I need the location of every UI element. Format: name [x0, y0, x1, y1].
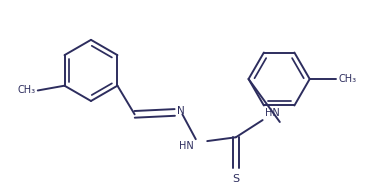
Text: HN: HN — [265, 108, 279, 118]
Text: CH₃: CH₃ — [338, 74, 356, 84]
Text: S: S — [232, 174, 239, 184]
Text: HN: HN — [179, 141, 194, 151]
Text: N: N — [177, 107, 184, 117]
Text: CH₃: CH₃ — [18, 85, 36, 95]
